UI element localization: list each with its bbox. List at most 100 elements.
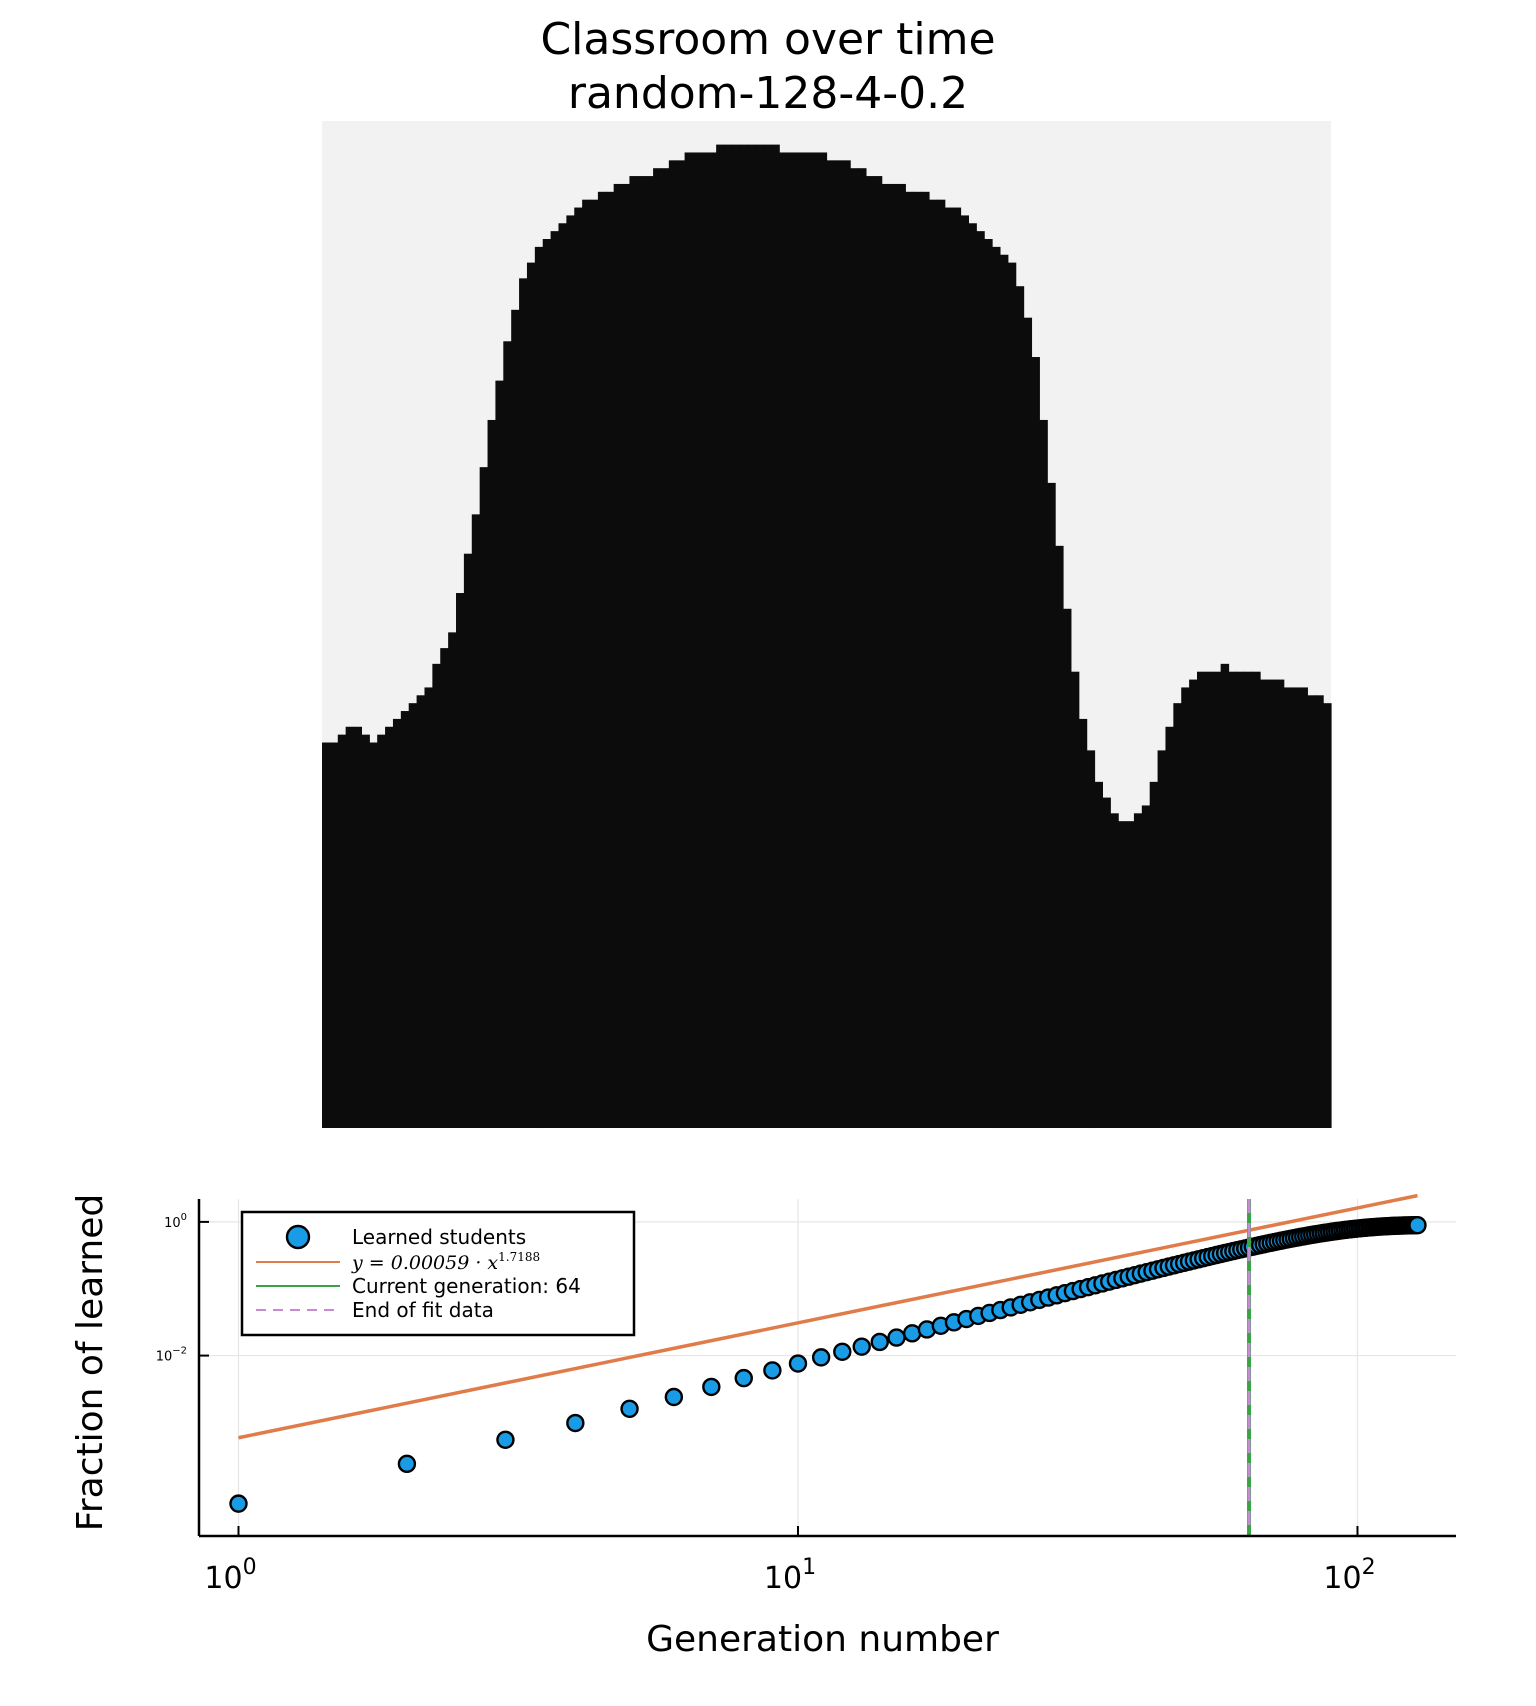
heatmap-column [1181,687,1190,1128]
heatmap-column [826,160,835,1129]
scatter-points [229,1199,1427,1536]
chart-subtitle: random-128-4-0.2 [567,68,969,119]
fit-line [238,1193,1418,1440]
heatmap-column [976,231,985,1128]
data-point [734,1368,753,1388]
heatmap-column [1031,357,1040,1128]
heatmap-column [432,663,441,1128]
heatmap-column [905,191,914,1129]
heatmap-column [1275,679,1285,1128]
y-tick-label: 100 [164,1212,187,1231]
heatmap-column [1173,703,1182,1128]
heatmap-column [952,207,962,1129]
legend-label: End of fit data [352,1298,494,1322]
x-axis-label: Generation number [646,1619,999,1660]
heatmap-column [408,703,418,1128]
x-tick-label: 102 [1323,1555,1375,1596]
heatmap-column [322,742,331,1128]
heatmap-column [495,380,504,1128]
heatmap-column [1307,695,1316,1128]
heatmap-column [992,246,1001,1129]
data-point [620,1399,639,1418]
heatmap-column [1047,482,1056,1128]
heatmap-column [653,168,662,1128]
heatmap-column [345,726,355,1128]
heatmap-column [771,144,780,1129]
classroom-heatmap [322,121,1332,1129]
heatmap-column [724,144,733,1129]
data-point [833,1342,852,1361]
heatmap-column [921,191,930,1129]
heatmap-column [716,144,725,1129]
heatmap-column [794,152,804,1129]
heatmap-column [1094,781,1103,1128]
heatmap-column [1141,805,1151,1128]
heatmap-column [369,742,378,1128]
data-point [811,1348,831,1367]
heatmap-column [621,183,631,1128]
heatmap-column [400,711,410,1128]
heatmap-column [542,239,552,1128]
heatmap-column [416,695,426,1128]
heatmap-column [566,215,575,1128]
heatmap-column [471,514,481,1128]
heatmap-column [1236,671,1245,1128]
heatmap-column [1228,671,1237,1128]
heatmap-column [645,176,654,1128]
heatmap-column [944,207,954,1129]
heatmap-column [1252,671,1261,1128]
data-point [870,1332,889,1352]
heatmap-column [526,262,536,1128]
heatmap-column [456,593,465,1128]
heatmap-column [1007,262,1017,1128]
heatmap-column [984,239,993,1128]
heatmap-column [913,191,922,1129]
heatmap-column [424,687,433,1128]
data-point [902,1324,922,1343]
heatmap-column [479,467,489,1128]
heatmap-column [534,246,544,1129]
x-tick-label: 101 [764,1555,816,1596]
heatmap-column [629,176,638,1128]
heatmap-column [960,215,969,1128]
data-point [852,1337,871,1356]
legend-marker [285,1224,311,1250]
heatmap-column [337,734,347,1128]
data-point [1408,1215,1427,1235]
heatmap-column [865,176,875,1128]
heatmap-column [889,183,899,1128]
heatmap-column [747,144,757,1129]
heatmap-column [731,144,741,1129]
heatmap-column [810,152,820,1129]
heatmap-column [1149,781,1159,1128]
data-point [887,1328,906,1347]
heatmap-column [1267,679,1277,1128]
heatmap-column [1204,671,1214,1128]
heatmap-column [463,553,473,1128]
heatmap-column [392,718,402,1128]
heatmap-column [1315,695,1324,1128]
heatmap-column [1133,813,1143,1128]
heatmap-column [582,199,591,1129]
heatmap-column [708,152,717,1129]
heatmap-column [676,160,686,1129]
data-point [496,1430,515,1449]
heatmap-column [377,734,386,1128]
heatmap-column [1086,750,1096,1129]
heatmap-column [1157,750,1167,1129]
heatmap-column [1015,286,1025,1129]
heatmap-column [353,726,363,1128]
heatmap-column [1165,726,1174,1128]
legend-label: Learned students [352,1225,526,1249]
heatmap-column [897,183,906,1128]
heatmap-column [1062,608,1072,1128]
heatmap-column [1023,317,1033,1128]
heatmap-column [440,648,449,1128]
heatmap-column [936,199,946,1129]
heatmap-column [1118,821,1127,1128]
heatmap-column [637,176,646,1128]
heatmap-column [1283,687,1293,1128]
heatmap-column [1244,671,1253,1128]
heatmap-column [385,726,394,1128]
heatmap-column [779,152,788,1129]
